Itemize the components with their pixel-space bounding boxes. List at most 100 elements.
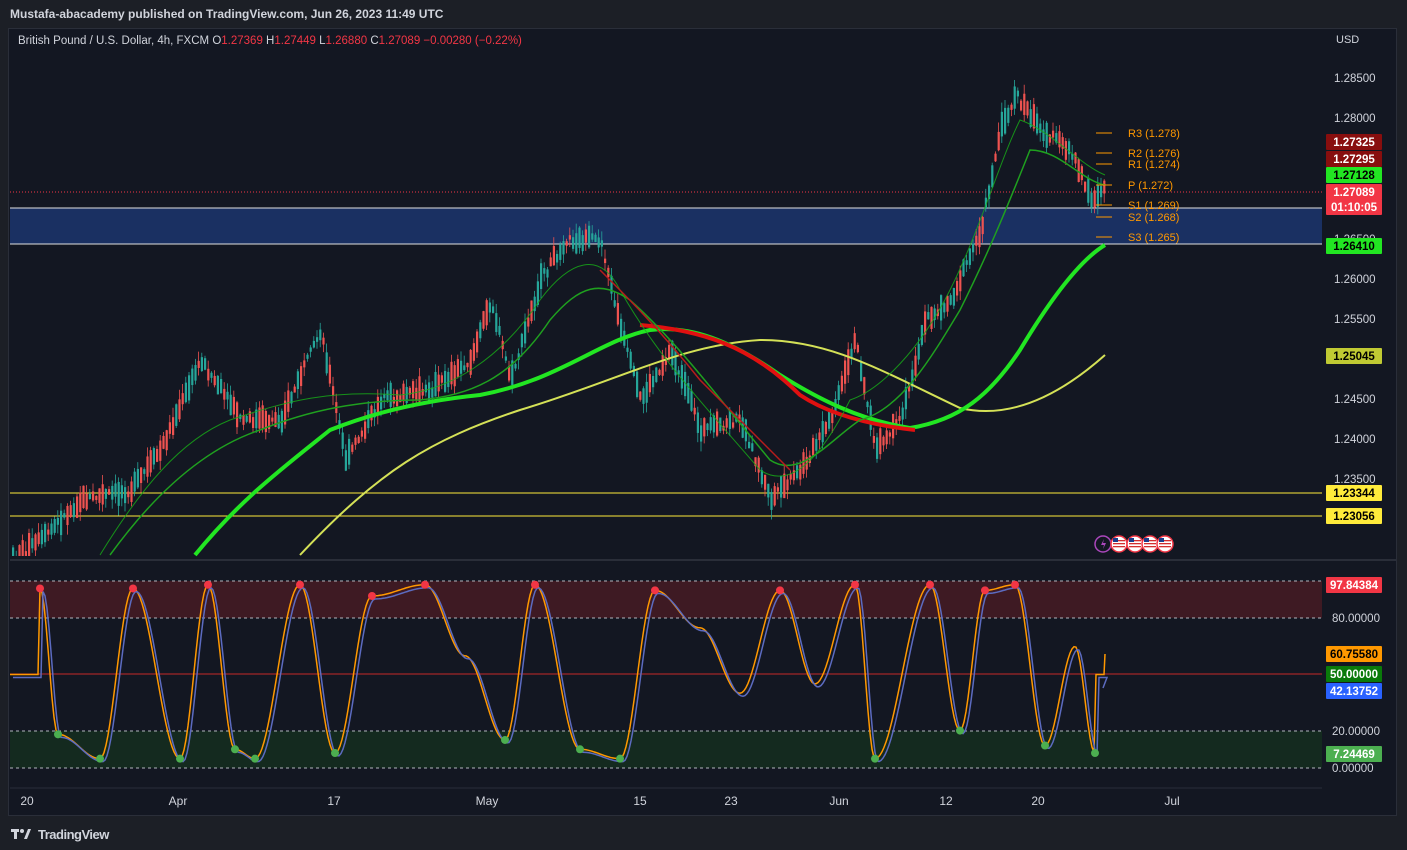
candle-body xyxy=(485,300,488,326)
candle-body xyxy=(460,360,463,374)
time-axis-label: Jun xyxy=(829,794,848,808)
pivot-label: S3 (1.265) xyxy=(1128,232,1179,244)
osc-tag-label: 97.84384 xyxy=(1330,580,1379,592)
close-value: 1.27089 xyxy=(378,35,421,47)
price-tag-label: 1.23344 xyxy=(1333,488,1375,500)
candle-body xyxy=(76,496,79,518)
candle-body xyxy=(114,483,117,497)
candle-body xyxy=(786,479,789,491)
candle-body xyxy=(1058,131,1061,148)
time-axis[interactable]: 20 Apr 17 May 15 23 Jun 12 20 Jul xyxy=(20,794,1179,808)
candle-body xyxy=(466,362,469,368)
oversold-dot xyxy=(176,754,184,763)
candle-body xyxy=(268,415,271,430)
candle-body xyxy=(748,441,751,449)
candle-body xyxy=(1016,90,1019,97)
candle-body xyxy=(69,505,72,518)
osc-tag xyxy=(1326,577,1382,593)
candle-body xyxy=(255,409,258,429)
candle-body xyxy=(104,488,107,499)
candle-body xyxy=(530,300,533,322)
candle-body xyxy=(853,333,856,350)
candle-body xyxy=(540,263,543,289)
oversold-dot xyxy=(231,745,239,754)
candle-body xyxy=(914,355,917,376)
candle-body xyxy=(863,377,866,395)
candle-body xyxy=(543,268,546,274)
candle-body xyxy=(178,399,181,420)
candle-body xyxy=(677,370,680,375)
candle-body xyxy=(28,533,31,556)
candle-body xyxy=(658,369,661,375)
osc-axis-label: 80.00000 xyxy=(1332,613,1380,625)
candle-body xyxy=(895,419,898,426)
candle-body xyxy=(680,365,683,389)
candle-body xyxy=(168,422,171,434)
candle-body xyxy=(479,322,482,339)
price-axis-label: 1.24000 xyxy=(1334,434,1376,446)
publisher-caption: Mustafa-abacademy published on TradingVi… xyxy=(0,0,1407,30)
price-tag xyxy=(1326,348,1382,364)
candle-body xyxy=(546,269,549,278)
candle-body xyxy=(63,513,66,518)
candle-body xyxy=(284,400,287,425)
candle-body xyxy=(1103,180,1106,194)
candle-body xyxy=(610,275,613,294)
tradingview-brand[interactable]: TradingView xyxy=(38,826,109,842)
candle-body xyxy=(690,390,693,411)
candle-body xyxy=(415,387,418,401)
price-tag-label: 01:10:05 xyxy=(1331,202,1378,214)
candle-body xyxy=(1100,186,1103,198)
candle-body xyxy=(370,405,373,421)
candle-body xyxy=(175,404,178,426)
candle-body xyxy=(696,412,699,433)
candle-body xyxy=(396,390,399,407)
oversold-dot xyxy=(956,726,964,735)
lightning-glyph-icon xyxy=(1101,539,1106,549)
candle-body xyxy=(924,311,927,335)
candle-body xyxy=(354,437,357,445)
price-axis-label: 1.28500 xyxy=(1334,73,1376,85)
symbol-legend[interactable]: British Pound / U.S. Dollar, 4h, FXCM O1… xyxy=(18,35,522,47)
candle-body xyxy=(159,440,162,461)
candle-body xyxy=(444,370,447,392)
candle-body xyxy=(220,378,223,394)
candle-body xyxy=(639,391,642,400)
overbought-dot xyxy=(926,580,934,589)
currency-label[interactable]: USD xyxy=(1336,34,1360,46)
candle-body xyxy=(440,375,443,383)
candle-body xyxy=(1074,152,1077,164)
candle-body xyxy=(527,317,530,327)
candle-body xyxy=(712,415,715,433)
events-row[interactable] xyxy=(1094,535,1174,553)
candle-body xyxy=(197,360,200,368)
candle-body xyxy=(405,386,408,404)
candle-body xyxy=(386,390,389,401)
candle-body xyxy=(1039,123,1042,133)
candle-body xyxy=(111,485,114,500)
candle-body xyxy=(565,241,568,246)
candle-body xyxy=(876,437,879,459)
candle-body xyxy=(456,359,459,377)
candle-body xyxy=(248,411,251,423)
candle-body xyxy=(975,235,978,246)
oscillator-axis[interactable]: 80.00000 20.00000 0.00000 xyxy=(1332,613,1380,775)
candle-body xyxy=(1013,86,1016,109)
candle-body xyxy=(888,432,891,437)
candle-body xyxy=(24,551,27,556)
candle-body xyxy=(47,529,50,535)
candle-body xyxy=(258,407,261,429)
candle-body xyxy=(652,375,655,388)
candle-body xyxy=(700,425,703,442)
candle-body xyxy=(216,375,219,395)
candle-body xyxy=(978,226,981,248)
oscillator-tags: 97.84384 60.75580 50.00000 42.13752 7.24469 xyxy=(1326,577,1382,762)
chart-frame[interactable] xyxy=(8,28,1397,816)
stoch-signal-dots xyxy=(36,580,1099,763)
candle-body xyxy=(604,258,607,264)
candle-body xyxy=(600,240,603,247)
price-tag-label: 1.27295 xyxy=(1333,154,1375,166)
candle-body xyxy=(620,318,623,340)
candle-body xyxy=(1096,184,1099,207)
